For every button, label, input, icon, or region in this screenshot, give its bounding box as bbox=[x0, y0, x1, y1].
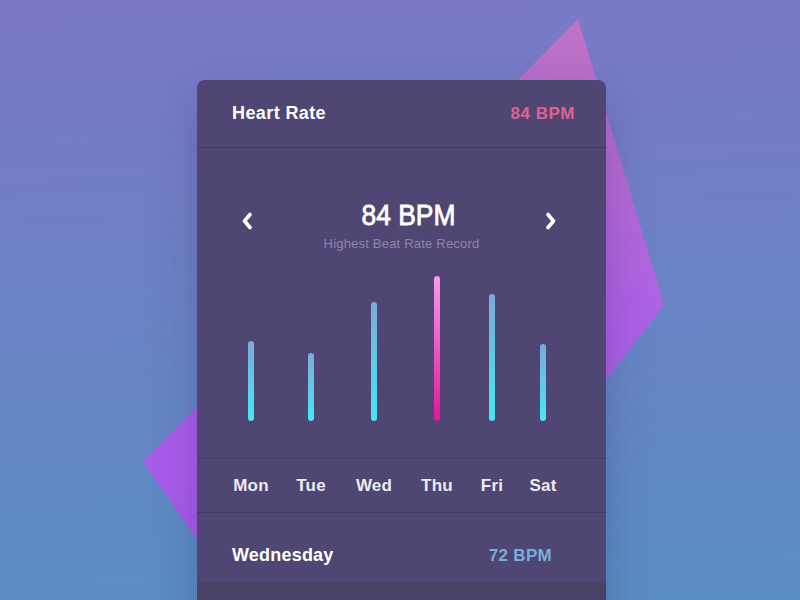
main-bpm-value: 84 BPM bbox=[229, 199, 589, 231]
day-label-mon[interactable]: Mon bbox=[233, 476, 269, 496]
days-row: Mon Tue Wed Thu Fri Sat bbox=[197, 459, 606, 513]
chart-subtitle: Highest Beat Rate Record bbox=[197, 236, 606, 252]
card-title: Heart Rate bbox=[232, 103, 326, 124]
card-bottom-strip bbox=[197, 583, 606, 600]
selected-day-row: Wednesday 72 BPM bbox=[197, 513, 606, 583]
header-bpm-value: 84 BPM bbox=[511, 104, 575, 124]
day-label-fri[interactable]: Fri bbox=[481, 476, 503, 496]
chart-section: 84 BPM Highest Beat Rate Record bbox=[197, 148, 606, 459]
day-label-thu[interactable]: Thu bbox=[421, 476, 453, 496]
bar-tue[interactable] bbox=[308, 353, 314, 421]
bar-sat[interactable] bbox=[540, 344, 546, 421]
bar-wed[interactable] bbox=[371, 302, 377, 421]
day-label-wed[interactable]: Wed bbox=[356, 476, 392, 496]
bar-mon[interactable] bbox=[248, 341, 254, 421]
card-header: Heart Rate 84 BPM bbox=[197, 80, 606, 148]
selected-day-label: Wednesday bbox=[232, 545, 334, 566]
heart-rate-card: Heart Rate 84 BPM 84 BPM Highest Beat Ra… bbox=[197, 80, 606, 600]
day-label-sat[interactable]: Sat bbox=[529, 476, 556, 496]
bar-thu[interactable] bbox=[434, 276, 440, 421]
bar-fri[interactable] bbox=[489, 294, 495, 421]
day-label-tue[interactable]: Tue bbox=[296, 476, 326, 496]
selected-day-bpm: 72 BPM bbox=[489, 545, 552, 566]
